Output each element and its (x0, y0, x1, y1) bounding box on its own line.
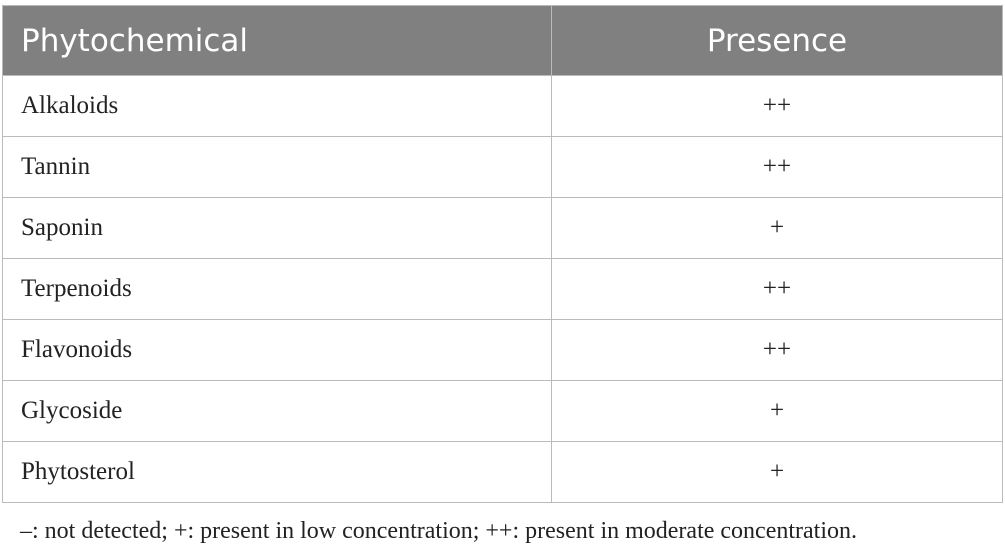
table-row: Glycoside + (2, 380, 1003, 442)
table-row: Alkaloids ++ (2, 75, 1003, 137)
table-cell: ++ (551, 319, 1003, 381)
table-cell: ++ (551, 258, 1003, 320)
table-cell: + (551, 197, 1003, 259)
table-body: Alkaloids ++ Tannin ++ Saponin + Terpenoids ++ F… (2, 75, 1003, 503)
table-row: Terpenoids ++ (2, 258, 1003, 320)
header-cell: Presence (551, 5, 1003, 76)
table-cell: Glycoside (2, 380, 552, 442)
table-cell: Flavonoids (2, 319, 552, 381)
table-row: Flavonoids ++ (2, 319, 1003, 381)
header-cell: Phytochemical (2, 5, 552, 76)
table-cell: + (551, 441, 1003, 503)
table-row: Saponin + (2, 197, 1003, 259)
table-row: Tannin ++ (2, 136, 1003, 198)
header-row: Phytochemical Presence (2, 5, 1003, 76)
table-cell: ++ (551, 136, 1003, 198)
table-cell: Terpenoids (2, 258, 552, 320)
table-cell: ++ (551, 75, 1003, 137)
table-cell: + (551, 380, 1003, 442)
table: Phytochemical Presence Alkaloids ++ Tannin… (2, 5, 1003, 503)
table-cell: Tannin (2, 136, 552, 198)
table-cell: Alkaloids (2, 75, 552, 137)
footnote: –: not detected; +: present in low conce… (20, 518, 857, 544)
table-cell: Saponin (2, 197, 552, 259)
table-cell: Phytosterol (2, 441, 552, 503)
table-row: Phytosterol + (2, 441, 1003, 503)
